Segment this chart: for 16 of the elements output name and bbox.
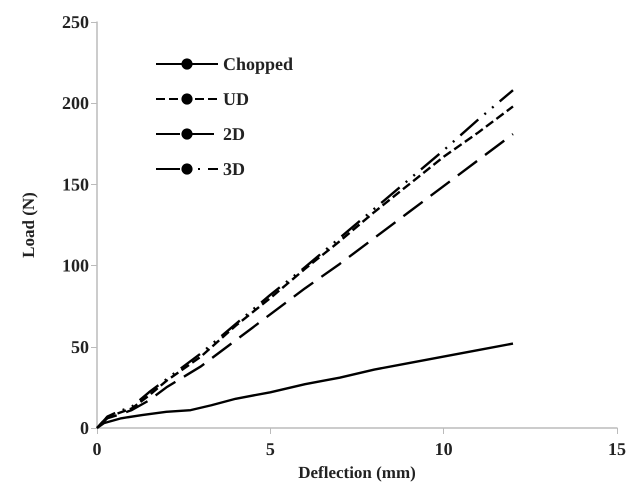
x-tick-label: 15 [608, 439, 626, 459]
y-tick-label: 50 [71, 336, 89, 357]
x-axis-title: Deflection (mm) [298, 463, 416, 482]
y-axis-title: Load (N) [19, 192, 38, 258]
legend-label: 3D [223, 159, 245, 179]
legend-label: 2D [223, 124, 245, 144]
y-tick-label: 100 [62, 256, 89, 276]
x-tick-label: 10 [434, 439, 453, 459]
legend-label: Chopped [223, 54, 294, 74]
x-tick-label: 5 [266, 439, 275, 459]
y-tick-label: 200 [62, 93, 89, 114]
x-tick-label: 0 [92, 439, 102, 459]
y-tick-label: 0 [80, 418, 89, 438]
y-tick-label: 150 [62, 174, 89, 194]
y-tick-label: 250 [62, 12, 89, 32]
legend-label: UD [223, 89, 249, 109]
